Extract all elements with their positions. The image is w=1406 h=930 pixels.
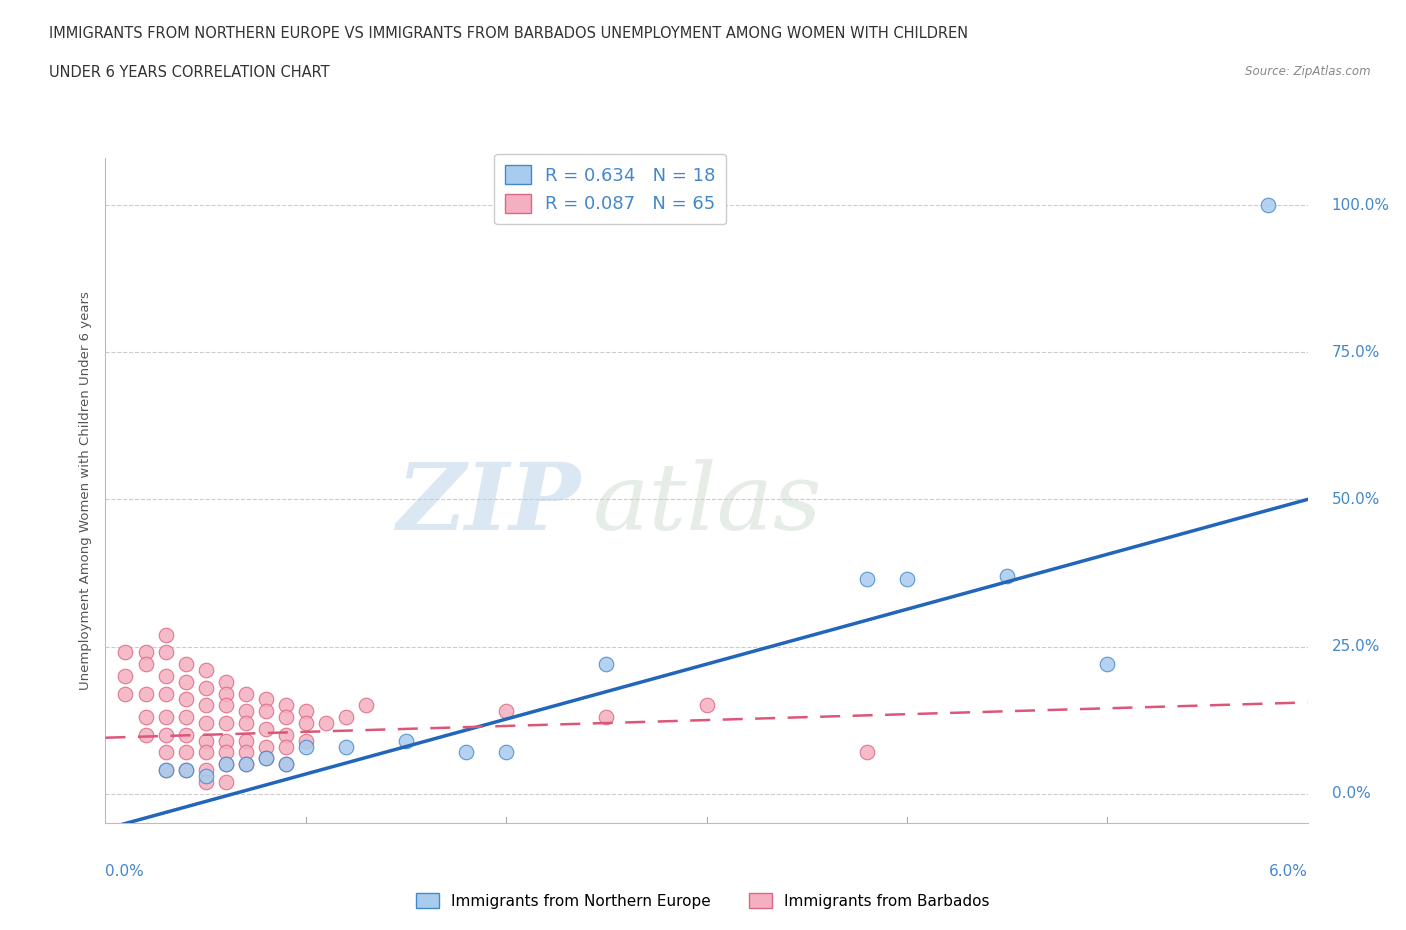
- Text: ZIP: ZIP: [396, 458, 581, 549]
- Point: [174, 674, 197, 689]
- Point: [214, 686, 236, 701]
- Point: [295, 739, 318, 754]
- Point: [194, 715, 217, 730]
- Point: [235, 745, 257, 760]
- Point: [214, 698, 236, 712]
- Point: [254, 739, 277, 754]
- Text: IMMIGRANTS FROM NORTHERN EUROPE VS IMMIGRANTS FROM BARBADOS UNEMPLOYMENT AMONG W: IMMIGRANTS FROM NORTHERN EUROPE VS IMMIG…: [49, 26, 969, 41]
- Point: [194, 680, 217, 695]
- Point: [454, 745, 477, 760]
- Legend: R = 0.634   N = 18, R = 0.087   N = 65: R = 0.634 N = 18, R = 0.087 N = 65: [495, 153, 727, 224]
- Point: [354, 698, 377, 712]
- Point: [174, 692, 197, 707]
- Point: [174, 657, 197, 671]
- Point: [1097, 657, 1119, 671]
- Text: 25.0%: 25.0%: [1331, 639, 1381, 654]
- Point: [235, 757, 257, 772]
- Point: [274, 710, 297, 724]
- Point: [335, 739, 357, 754]
- Point: [295, 704, 318, 719]
- Text: 0.0%: 0.0%: [105, 864, 145, 879]
- Point: [114, 645, 136, 660]
- Point: [896, 571, 918, 586]
- Point: [235, 715, 257, 730]
- Point: [114, 686, 136, 701]
- Point: [214, 715, 236, 730]
- Point: [254, 751, 277, 765]
- Point: [155, 710, 177, 724]
- Point: [295, 733, 318, 748]
- Point: [155, 628, 177, 643]
- Point: [595, 710, 617, 724]
- Point: [315, 715, 337, 730]
- Text: 75.0%: 75.0%: [1331, 345, 1381, 360]
- Point: [1257, 198, 1279, 213]
- Point: [274, 757, 297, 772]
- Point: [214, 674, 236, 689]
- Point: [254, 722, 277, 737]
- Point: [235, 757, 257, 772]
- Point: [135, 657, 157, 671]
- Point: [194, 763, 217, 777]
- Text: 100.0%: 100.0%: [1331, 198, 1389, 213]
- Point: [214, 775, 236, 790]
- Point: [155, 686, 177, 701]
- Point: [174, 763, 197, 777]
- Point: [335, 710, 357, 724]
- Point: [135, 645, 157, 660]
- Point: [194, 775, 217, 790]
- Text: 6.0%: 6.0%: [1268, 864, 1308, 879]
- Point: [274, 739, 297, 754]
- Point: [155, 669, 177, 684]
- Point: [135, 727, 157, 742]
- Point: [254, 751, 277, 765]
- Point: [855, 745, 877, 760]
- Point: [495, 745, 517, 760]
- Point: [855, 571, 877, 586]
- Text: UNDER 6 YEARS CORRELATION CHART: UNDER 6 YEARS CORRELATION CHART: [49, 65, 330, 80]
- Point: [214, 745, 236, 760]
- Legend: Immigrants from Northern Europe, Immigrants from Barbados: Immigrants from Northern Europe, Immigra…: [411, 886, 995, 915]
- Text: Source: ZipAtlas.com: Source: ZipAtlas.com: [1246, 65, 1371, 78]
- Point: [214, 733, 236, 748]
- Point: [995, 568, 1018, 583]
- Point: [274, 698, 297, 712]
- Point: [235, 686, 257, 701]
- Text: 0.0%: 0.0%: [1331, 786, 1371, 801]
- Point: [155, 745, 177, 760]
- Point: [155, 727, 177, 742]
- Point: [495, 704, 517, 719]
- Y-axis label: Unemployment Among Women with Children Under 6 years: Unemployment Among Women with Children U…: [79, 291, 93, 690]
- Point: [194, 768, 217, 783]
- Point: [254, 704, 277, 719]
- Point: [155, 645, 177, 660]
- Point: [194, 733, 217, 748]
- Point: [155, 763, 177, 777]
- Point: [194, 698, 217, 712]
- Point: [274, 757, 297, 772]
- Text: atlas: atlas: [592, 458, 823, 549]
- Text: 50.0%: 50.0%: [1331, 492, 1381, 507]
- Point: [235, 704, 257, 719]
- Point: [135, 686, 157, 701]
- Point: [194, 745, 217, 760]
- Point: [155, 763, 177, 777]
- Point: [235, 733, 257, 748]
- Point: [174, 763, 197, 777]
- Point: [174, 727, 197, 742]
- Point: [595, 657, 617, 671]
- Point: [214, 757, 236, 772]
- Point: [395, 733, 418, 748]
- Point: [174, 710, 197, 724]
- Point: [194, 662, 217, 677]
- Point: [696, 698, 718, 712]
- Point: [135, 710, 157, 724]
- Point: [114, 669, 136, 684]
- Point: [174, 745, 197, 760]
- Point: [214, 757, 236, 772]
- Point: [295, 715, 318, 730]
- Point: [274, 727, 297, 742]
- Point: [254, 692, 277, 707]
